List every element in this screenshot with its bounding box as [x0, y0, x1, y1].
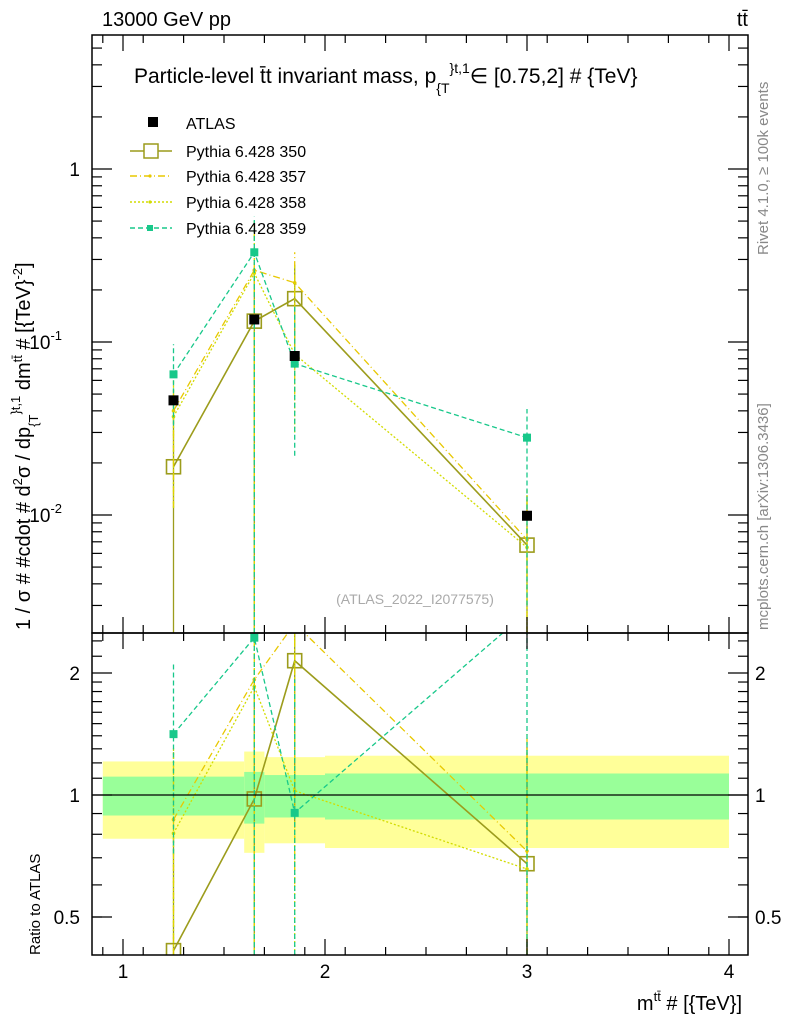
legend-marker — [148, 174, 152, 178]
series-358-line — [172, 685, 528, 870]
ratio-marks — [165, 622, 535, 955]
process-label: tt̄ — [737, 9, 749, 31]
series-357-line — [172, 269, 528, 541]
y-tick-label: 1 — [69, 160, 80, 181]
y-axis-label: 1 / σ # #cdot # d2σ / dp{T}t,1 dmtt̄ # [… — [8, 262, 41, 630]
x-axis-label: mtt̄ # [{TeV}] — [637, 989, 742, 1015]
x-tick-label: 4 — [724, 962, 735, 983]
y-tick-exponent: -1 — [50, 328, 62, 343]
series-357-marker — [525, 849, 529, 853]
legend-atlas-label: ATLAS — [186, 116, 236, 133]
axis-ticks: 1 2 3 410-210-110.5 0.51 12 2 — [29, 35, 781, 983]
ratio-tick-label-right: 0.5 — [755, 908, 781, 929]
legend-marker — [147, 225, 153, 231]
energy-label: 13000 GeV pp — [102, 9, 231, 31]
series-359-line — [172, 250, 528, 439]
x-tick-label: 1 — [118, 962, 129, 983]
atlas-data-point — [289, 350, 300, 361]
atlas-data-point — [522, 510, 532, 521]
ratio-tick-label-right: 1 — [755, 786, 766, 807]
y-tick-exponent: -2 — [50, 501, 62, 516]
ratio-y-axis-label: Ratio to ATLAS — [27, 854, 44, 955]
legend-label: Pythia 6.428 359 — [186, 221, 306, 238]
chart-title: Particle-level t̄t invariant mass, p{T}t… — [134, 60, 638, 96]
series-359-line — [173, 633, 504, 815]
ratio-tick-label-left: 1 — [69, 786, 80, 807]
series-359-marker — [290, 359, 299, 368]
legend-marker — [143, 143, 159, 159]
x-tick-label: 2 — [320, 962, 331, 983]
series-350-line — [172, 297, 528, 546]
series-359-marker — [250, 248, 259, 257]
ratio-tick-label-right: 2 — [755, 664, 766, 685]
legend-marker — [148, 200, 152, 204]
atlas-data-point — [249, 314, 260, 325]
legend-label: Pythia 6.428 350 — [186, 144, 306, 161]
legend-label: Pythia 6.428 358 — [186, 195, 306, 212]
series-350-line — [172, 659, 528, 952]
main-marks — [165, 216, 535, 633]
atlas-data-point — [168, 395, 179, 406]
series-358-marker — [252, 271, 257, 275]
series-358-marker — [525, 867, 529, 871]
series-350-marker — [165, 942, 182, 955]
series-357-line — [172, 633, 528, 852]
legend: ATLAS Pythia 6.428 350 Pythia 6.428 357 Pyt… — [130, 116, 306, 238]
series-359-marker — [169, 370, 178, 379]
series-359-marker — [523, 433, 531, 442]
series-357-marker — [293, 622, 297, 626]
watermark: (ATLAS_2022_I2077575) — [336, 591, 494, 607]
series-358-line — [172, 271, 528, 548]
series-359-marker — [169, 730, 178, 739]
x-tick-label: 3 — [522, 962, 533, 983]
rivet-label: Rivet 4.1.0, ≥ 100k events — [755, 82, 772, 255]
ratio-frame — [91, 632, 749, 956]
ratio-tick-label-left: 0.5 — [54, 908, 80, 929]
series-359-marker — [290, 808, 299, 817]
series-359-marker — [250, 633, 259, 642]
legend-label: Pythia 6.428 357 — [186, 169, 306, 186]
legend-atlas-marker — [148, 117, 158, 127]
mcplots-label: mcplots.cern.ch [arXiv:1306.3436] — [755, 403, 772, 630]
ratio-tick-label-left: 2 — [69, 664, 80, 685]
